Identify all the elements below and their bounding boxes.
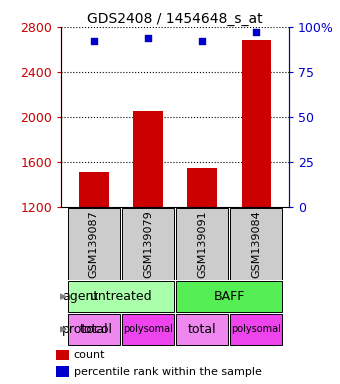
Bar [68, 208, 120, 280]
Text: untreated: untreated [90, 290, 152, 303]
Bar [122, 314, 174, 345]
Bar [56, 350, 69, 360]
Point [145, 35, 151, 41]
Text: polysomal: polysomal [123, 324, 173, 334]
Point [254, 29, 259, 35]
Bar [56, 366, 69, 377]
Bar [133, 111, 163, 207]
Title: GDS2408 / 1454648_s_at: GDS2408 / 1454648_s_at [87, 12, 263, 26]
Text: total: total [188, 323, 217, 336]
Bar [122, 208, 174, 280]
Text: agent: agent [62, 290, 99, 303]
Bar [187, 168, 217, 207]
Bar [241, 40, 271, 207]
Text: total: total [80, 323, 108, 336]
Bar [176, 314, 228, 345]
Bar [231, 208, 283, 280]
Text: BAFF: BAFF [214, 290, 245, 303]
Text: GSM139091: GSM139091 [197, 210, 207, 278]
Text: GSM139084: GSM139084 [252, 210, 261, 278]
Bar [79, 172, 109, 207]
Point [200, 38, 205, 45]
Text: GSM139079: GSM139079 [143, 210, 153, 278]
Bar [68, 281, 174, 312]
Bar [68, 314, 120, 345]
Text: percentile rank within the sample: percentile rank within the sample [73, 366, 261, 377]
Point [91, 38, 97, 45]
Bar [176, 281, 283, 312]
Text: polysomal: polysomal [232, 324, 282, 334]
Bar [231, 314, 283, 345]
Bar [176, 208, 228, 280]
Text: count: count [73, 350, 105, 360]
Text: protocol: protocol [62, 323, 113, 336]
Text: GSM139087: GSM139087 [89, 210, 99, 278]
